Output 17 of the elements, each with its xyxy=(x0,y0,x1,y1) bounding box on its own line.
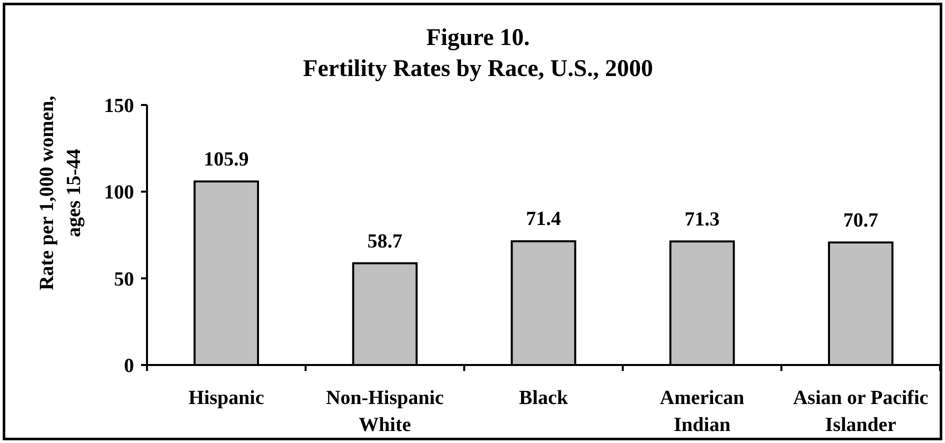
data-label: 58.7 xyxy=(367,230,402,252)
x-tick-label: American Indian xyxy=(660,387,744,436)
data-label: 105.9 xyxy=(204,148,249,170)
y-axis-title: Rate per 1,000 women, ages 15-44 xyxy=(36,96,85,290)
y-tick-label: 0 xyxy=(124,355,134,377)
data-label: 71.3 xyxy=(684,208,720,230)
x-tick-label: Hispanic xyxy=(188,387,264,409)
data-label: 70.7 xyxy=(843,209,878,232)
y-tick-label: 50 xyxy=(114,268,134,290)
x-tick-label: Black xyxy=(519,387,569,409)
chart-subtitle: Fertility Rates by Race, U.S., 2000 xyxy=(303,56,653,82)
chart-title: Figure 10. xyxy=(426,25,530,51)
y-tick-label: 150 xyxy=(104,95,134,117)
x-tick-label: Asian or Pacific Islander xyxy=(793,387,928,436)
data-label: 71.4 xyxy=(526,208,561,230)
y-tick-label: 100 xyxy=(104,182,134,204)
x-tick-label: Non-Hispanic White xyxy=(326,387,444,436)
